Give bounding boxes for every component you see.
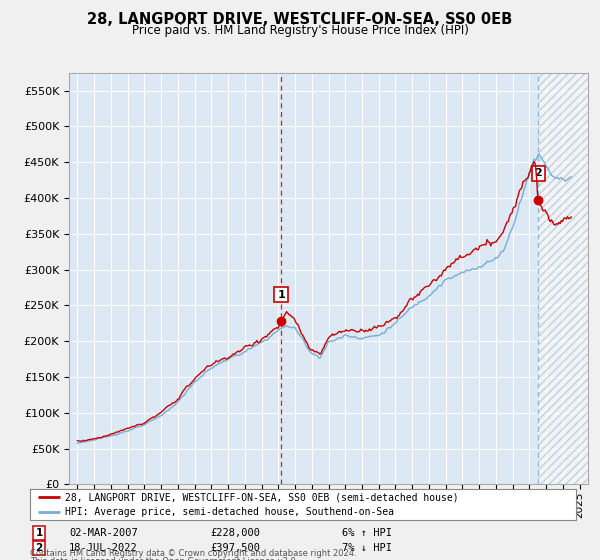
Text: Price paid vs. HM Land Registry's House Price Index (HPI): Price paid vs. HM Land Registry's House … [131,24,469,36]
Text: £397,500: £397,500 [210,543,260,553]
Text: 6% ↑ HPI: 6% ↑ HPI [342,528,392,538]
Bar [538,73,588,484]
Text: 2: 2 [35,543,43,553]
Text: 18-JUL-2022: 18-JUL-2022 [69,543,138,553]
Bar [538,73,588,484]
Text: This data is licensed under the Open Government Licence v3.0.: This data is licensed under the Open Gov… [30,557,298,560]
Text: 2: 2 [535,169,542,179]
Text: £228,000: £228,000 [210,528,260,538]
Text: Contains HM Land Registry data © Crown copyright and database right 2024.: Contains HM Land Registry data © Crown c… [30,549,356,558]
Text: 1: 1 [277,290,285,300]
Text: 02-MAR-2007: 02-MAR-2007 [69,528,138,538]
Text: HPI: Average price, semi-detached house, Southend-on-Sea: HPI: Average price, semi-detached house,… [65,507,394,517]
Text: 28, LANGPORT DRIVE, WESTCLIFF-ON-SEA, SS0 0EB (semi-detached house): 28, LANGPORT DRIVE, WESTCLIFF-ON-SEA, SS… [65,492,459,502]
Text: 7% ↓ HPI: 7% ↓ HPI [342,543,392,553]
Text: 28, LANGPORT DRIVE, WESTCLIFF-ON-SEA, SS0 0EB: 28, LANGPORT DRIVE, WESTCLIFF-ON-SEA, SS… [88,12,512,27]
Text: 1: 1 [35,528,43,538]
